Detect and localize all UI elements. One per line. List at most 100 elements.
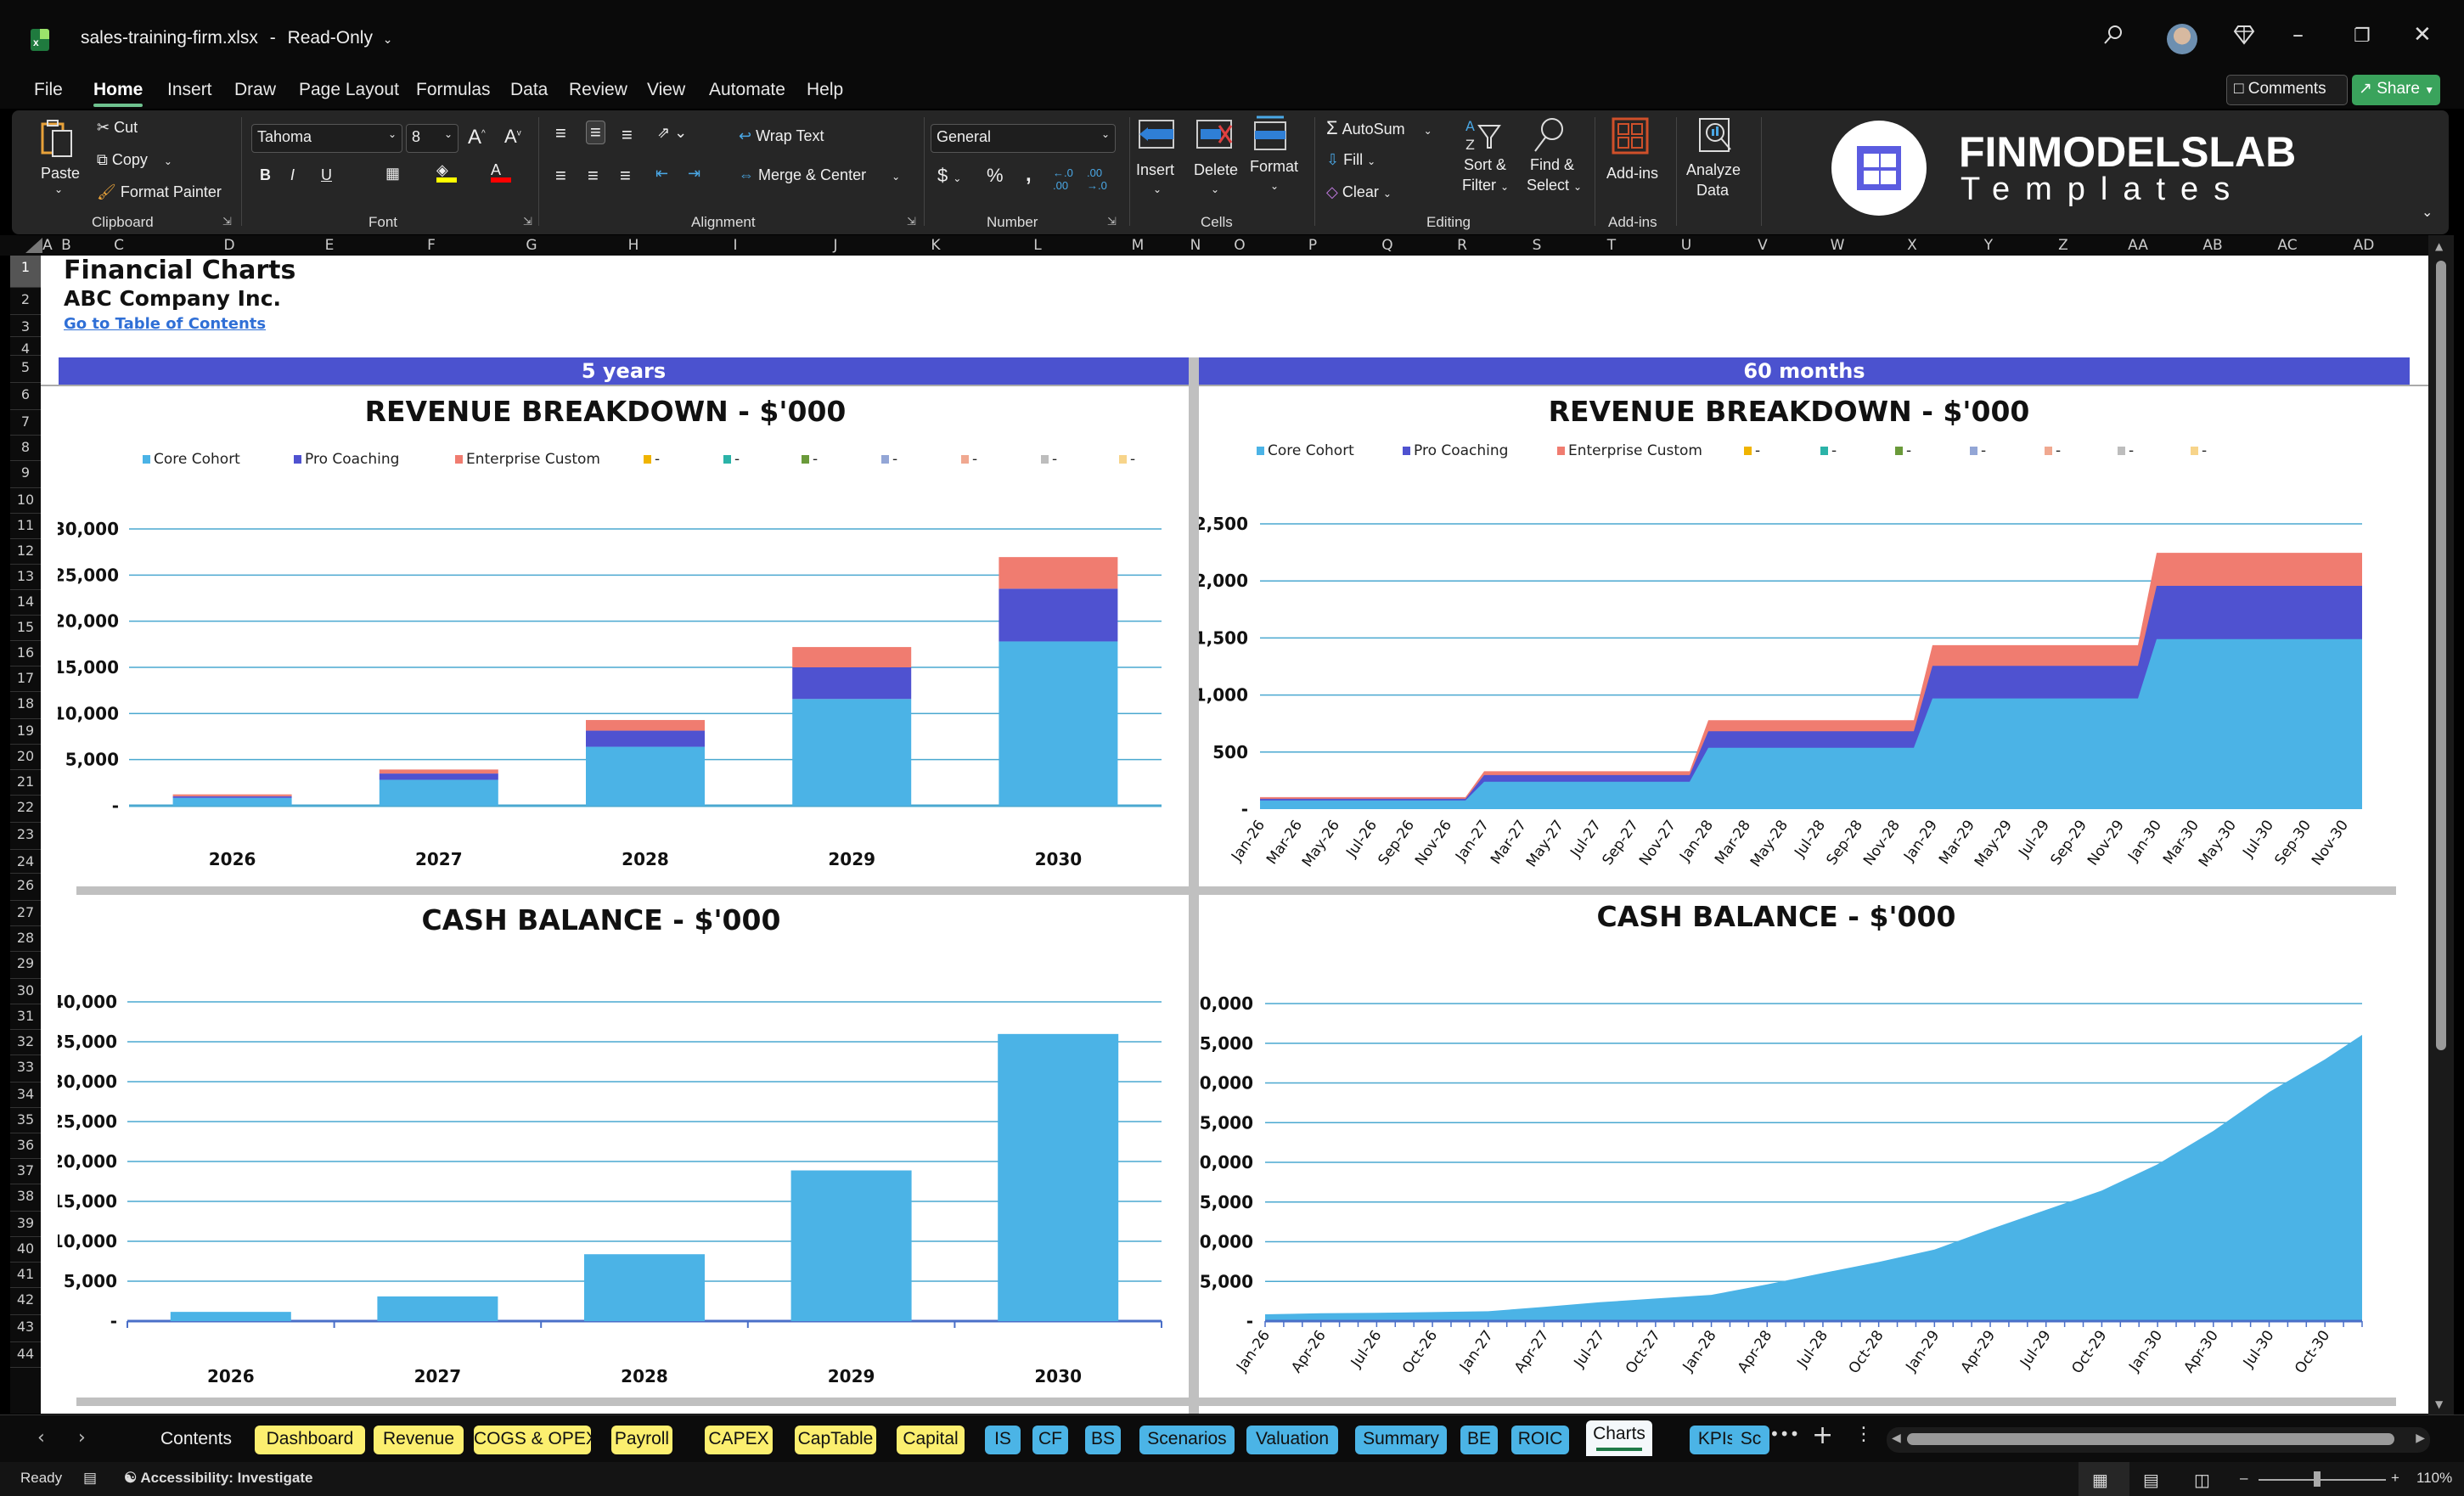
row-header-12[interactable]: 12	[10, 539, 41, 565]
fill-color-button[interactable]: ◈	[436, 161, 457, 183]
column-header-p[interactable]: P	[1308, 237, 1318, 254]
sheet-tab-summary[interactable]: Summary	[1355, 1426, 1447, 1454]
tab-draw[interactable]: Draw	[234, 80, 277, 99]
tab-home[interactable]: Home	[93, 80, 143, 107]
column-header-y[interactable]: Y	[1983, 237, 1994, 254]
row-header-43[interactable]: 43	[10, 1315, 41, 1342]
row-header-29[interactable]: 29	[10, 952, 41, 979]
row-header-24[interactable]: 24	[10, 850, 41, 874]
zoom-slider[interactable]	[2259, 1479, 2386, 1481]
diamond-icon[interactable]	[2233, 24, 2255, 51]
format-painter-button[interactable]: 🖌 Format Painter	[97, 183, 222, 200]
sheet-tab-valuation[interactable]: Valuation	[1246, 1426, 1338, 1454]
column-header-ad[interactable]: AD	[2353, 237, 2375, 254]
sheet-tab-capital[interactable]: Capital	[897, 1426, 965, 1454]
column-header-r[interactable]: R	[1457, 237, 1467, 254]
insert-cells-button[interactable]: Insert ⌄	[1136, 117, 1187, 211]
tab-file[interactable]: File	[34, 80, 63, 99]
row-header-41[interactable]: 41	[10, 1263, 41, 1288]
column-header-o[interactable]: O	[1234, 237, 1246, 254]
underline-button[interactable]: U	[321, 166, 332, 183]
row-header-17[interactable]: 17	[10, 666, 41, 692]
minimize-button[interactable]: –	[2292, 22, 2304, 48]
row-header-21[interactable]: 21	[10, 770, 41, 796]
row-header-36[interactable]: 36	[10, 1133, 41, 1159]
horizontal-scrollbar[interactable]: ◀ ▶	[1887, 1427, 2430, 1453]
align-center-icon[interactable]: ≡	[588, 165, 599, 186]
row-header-6[interactable]: 6	[10, 383, 41, 410]
column-header-ab[interactable]: AB	[2202, 237, 2223, 254]
revenue-annual-chart[interactable]: REVENUE BREAKDOWN - $'000 Core Cohort Pro…	[58, 390, 1187, 882]
comments-button[interactable]: □ Comments	[2226, 75, 2348, 105]
bold-button[interactable]: B	[260, 166, 271, 183]
dialog-launcher-icon[interactable]: ⇲	[222, 216, 232, 228]
horizontal-scroll-thumb[interactable]	[1907, 1433, 2394, 1445]
row-header-22[interactable]: 22	[10, 796, 41, 823]
decrease-indent-icon[interactable]: ⇤	[655, 165, 669, 182]
italic-button[interactable]: I	[290, 166, 295, 183]
column-header-k[interactable]: K	[931, 237, 941, 254]
page-break-view-icon[interactable]: ◫	[2194, 1471, 2210, 1490]
sheet-tab-dashboard[interactable]: Dashboard	[255, 1426, 365, 1454]
tab-data[interactable]: Data	[510, 80, 548, 99]
row-header-11[interactable]: 11	[10, 514, 41, 539]
tab-automate[interactable]: Automate	[709, 80, 785, 99]
analyze-data-button[interactable]: Analyze Data	[1685, 115, 1752, 211]
row-header-40[interactable]: 40	[10, 1237, 41, 1263]
fill-button[interactable]: ⇩ Fill ⌄	[1326, 151, 1376, 168]
row-header-13[interactable]: 13	[10, 565, 41, 590]
column-header-j[interactable]: J	[833, 237, 838, 254]
row-header-16[interactable]: 16	[10, 641, 41, 666]
orientation-icon[interactable]: ⇗ ⌄	[657, 124, 688, 141]
column-header-t[interactable]: T	[1606, 237, 1617, 254]
normal-view-icon[interactable]: ▦	[2092, 1471, 2108, 1490]
column-header-m[interactable]: M	[1131, 237, 1145, 254]
format-cells-button[interactable]: Format ⌄	[1250, 114, 1304, 207]
sheet-options-icon[interactable]: ⋮	[1854, 1424, 1873, 1445]
column-header-q[interactable]: Q	[1381, 237, 1393, 254]
tab-view[interactable]: View	[647, 80, 686, 99]
vertical-scroll-thumb[interactable]	[2436, 261, 2446, 1050]
add-sheet-button[interactable]: +	[1812, 1420, 1834, 1450]
scroll-right-icon[interactable]: ▶	[2416, 1431, 2425, 1445]
align-right-icon[interactable]: ≡	[620, 165, 631, 186]
sheet-tab-captable[interactable]: CapTable	[795, 1426, 876, 1454]
scroll-left-icon[interactable]: ◀	[1892, 1431, 1901, 1445]
sheet-tab-contents[interactable]: Contents	[160, 1429, 233, 1448]
dialog-launcher-icon[interactable]: ⇲	[523, 216, 532, 228]
column-header-f[interactable]: F	[427, 237, 436, 254]
align-bottom-icon[interactable]: ≡	[622, 124, 633, 145]
row-header-3[interactable]: 3	[10, 315, 41, 337]
delete-cells-button[interactable]: Delete ⌄	[1194, 117, 1245, 211]
row-header-4[interactable]: 4	[10, 337, 41, 357]
zoom-out-button[interactable]: –	[2240, 1470, 2248, 1486]
column-header-c[interactable]: C	[114, 237, 124, 254]
align-left-icon[interactable]: ≡	[555, 165, 566, 186]
row-header-26[interactable]: 26	[10, 874, 41, 901]
row-header-23[interactable]: 23	[10, 823, 41, 850]
row-header-14[interactable]: 14	[10, 590, 41, 616]
restore-button[interactable]: ❐	[2354, 25, 2371, 47]
column-header-ac[interactable]: AC	[2277, 237, 2298, 254]
row-header-15[interactable]: 15	[10, 616, 41, 641]
currency-button[interactable]: $ ⌄	[937, 165, 962, 186]
column-header-n[interactable]: N	[1190, 237, 1201, 254]
row-header-33[interactable]: 33	[10, 1055, 41, 1083]
find-select-button[interactable]: Find & Select ⌄	[1527, 115, 1586, 211]
autosum-button[interactable]: Σ AutoSum ⌄	[1326, 117, 1432, 138]
tab-formulas[interactable]: Formulas	[416, 80, 491, 99]
search-icon[interactable]	[2102, 24, 2124, 51]
column-header-x[interactable]: X	[1907, 237, 1917, 254]
sheet-tab-cf[interactable]: CF	[1032, 1426, 1068, 1454]
sheet-tab-cogs-opex[interactable]: COGS & OPEX	[474, 1426, 591, 1454]
sheet-tab-sc[interactable]: Sc	[1732, 1426, 1769, 1454]
row-header-32[interactable]: 32	[10, 1030, 41, 1055]
row-header-20[interactable]: 20	[10, 745, 41, 770]
select-all-corner[interactable]	[25, 238, 42, 253]
sheet-tab-payroll[interactable]: Payroll	[611, 1426, 672, 1454]
row-header-31[interactable]: 31	[10, 1004, 41, 1030]
next-sheet-icon[interactable]: ›	[78, 1427, 86, 1448]
paste-button[interactable]: Paste ⌄	[41, 119, 80, 204]
number-format-select[interactable]: General ⌄	[931, 124, 1116, 153]
